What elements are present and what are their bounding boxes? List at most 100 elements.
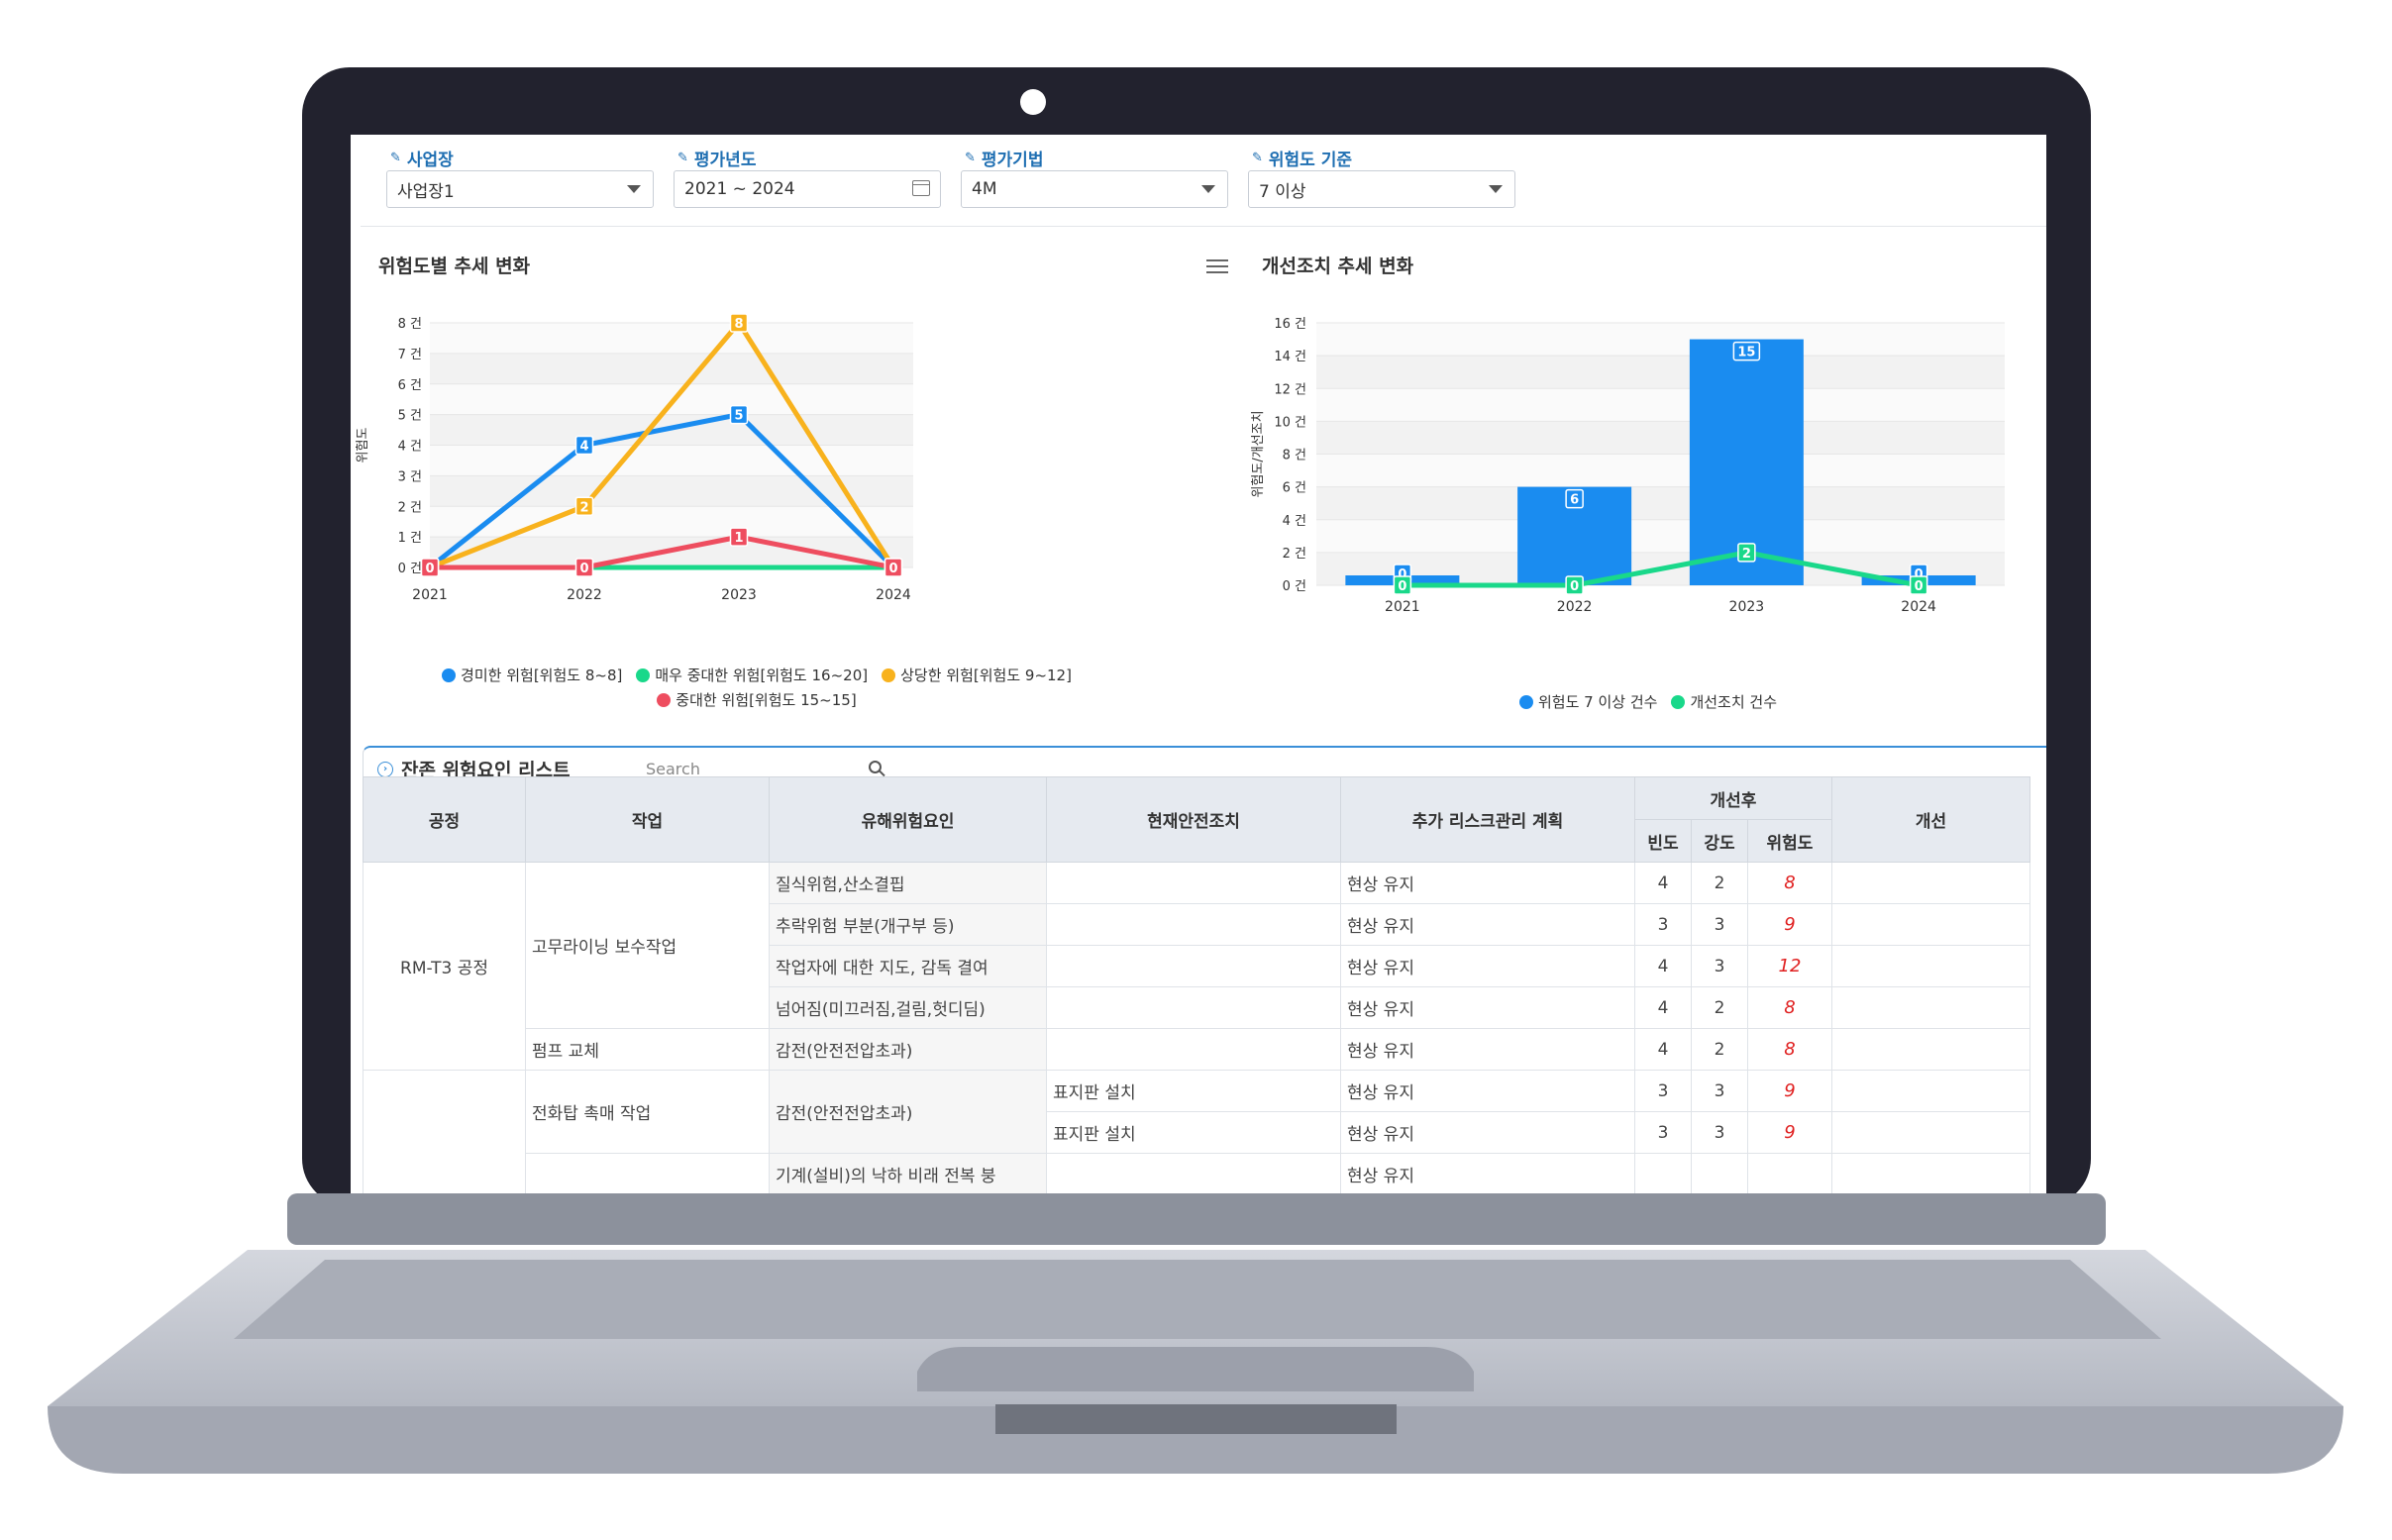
y-tick-label: 5 건 — [398, 409, 422, 424]
cell-improve — [1831, 903, 2030, 946]
cell-improve — [1831, 1028, 2030, 1071]
y-axis-label: 위험도/개선조치 — [1251, 410, 1266, 497]
chart-menu-icon[interactable] — [1206, 259, 1228, 275]
table-row[interactable]: 추락위험 부분(개구부 등) 현상 유지 3 3 9 — [364, 903, 2030, 946]
cell-plan: 현상 유지 — [1340, 945, 1635, 987]
edit-icon: ✎ — [1252, 150, 1263, 165]
cell-risk: 8 — [1747, 1028, 1832, 1071]
grid-band — [1316, 519, 2005, 553]
legend-item[interactable]: 매우 중대한 위험[위험도 16~20] — [636, 665, 868, 685]
table-row[interactable]: 넘어짐(미끄러짐,걸림,헛디딤) 현상 유지 4 2 8 — [364, 986, 2030, 1029]
cell-improve — [1831, 1111, 2030, 1154]
search-icon[interactable] — [869, 761, 882, 773]
legend-dot-icon — [1518, 694, 1533, 709]
data-label: 8 — [734, 317, 743, 332]
header-hazard[interactable]: 유해위험요인 — [769, 776, 1047, 863]
y-tick-label: 14 건 — [1274, 350, 1306, 364]
x-tick-label: 2024 — [876, 587, 911, 603]
cell-severity: 3 — [1691, 903, 1748, 946]
year-range-input[interactable]: 2021 ~ 2024 — [674, 170, 941, 208]
series-line-2 — [429, 320, 896, 570]
cell-current: 표지판 설치 — [1046, 1111, 1341, 1154]
cell-hazard: 감전(안전전압초과) — [769, 1028, 1047, 1071]
table-row[interactable]: 작업자에 대한 지도, 감독 결여 현상 유지 4 3 12 — [364, 945, 2030, 987]
bar-data-label-box — [1732, 341, 1761, 361]
grid-band — [1316, 421, 2005, 455]
chevron-down-icon — [1489, 185, 1503, 193]
legend-item[interactable]: 경미한 위험[위험도 8~8] — [442, 665, 622, 685]
legend-label: 중대한 위험[위험도 15~15] — [676, 691, 857, 709]
line-data-label-box — [1737, 543, 1756, 563]
legend-item[interactable]: 상당한 위험[위험도 9~12] — [882, 665, 1072, 685]
risk-level-select[interactable]: 7 이상 — [1248, 170, 1515, 208]
line-data-label: 0 — [1915, 579, 1924, 594]
cell-improve — [1831, 1070, 2030, 1112]
legend-dot-icon — [442, 667, 457, 682]
search-placeholder: Search — [646, 760, 700, 778]
cell-risk: 8 — [1747, 986, 1832, 1029]
y-tick-label: 10 건 — [1274, 415, 1306, 430]
legend-item[interactable]: 위험도 7 이상 건수 — [1518, 691, 1657, 712]
cell-frequency: 3 — [1634, 1111, 1692, 1154]
risk-trend-title: 위험도별 추세 변화 — [378, 256, 531, 277]
data-label: 0 — [425, 562, 434, 576]
cell-risk: 9 — [1747, 1111, 1832, 1154]
y-tick-label: 16 건 — [1274, 317, 1306, 332]
edit-icon: ✎ — [390, 150, 401, 165]
data-label-box — [420, 558, 440, 577]
bar-data-label: 15 — [1737, 346, 1755, 360]
cell-current: 표지판 설치 — [1046, 1070, 1341, 1112]
header-severity[interactable]: 강도 — [1691, 819, 1748, 863]
data-label: 2 — [579, 500, 588, 515]
header-after-improvement: 개선후 — [1634, 776, 1832, 820]
legend-label: 상당한 위험[위험도 9~12] — [900, 667, 1072, 684]
header-frequency[interactable]: 빈도 — [1634, 819, 1692, 863]
site-select[interactable]: 사업장1 — [386, 170, 654, 208]
method-select[interactable]: 4M — [961, 170, 1228, 208]
data-label-box — [729, 404, 749, 425]
header-current-safety[interactable]: 현재안전조치 — [1046, 776, 1341, 863]
table-row[interactable]: 펌프 교체 감전(안전전압초과) 현상 유지 4 2 8 — [364, 1028, 2030, 1071]
cell-plan: 현상 유지 — [1340, 986, 1635, 1029]
filter-site-label: 사업장 — [406, 150, 454, 170]
cell-severity — [1691, 1153, 1748, 1193]
y-tick-label: 2 건 — [398, 500, 422, 515]
header-improve[interactable]: 개선 — [1831, 776, 2030, 863]
risk-level-select-value: 7 이상 — [1259, 181, 1306, 202]
x-tick-label: 2023 — [1729, 599, 1765, 615]
header-process[interactable]: 공정 — [363, 776, 526, 863]
calendar-icon[interactable] — [912, 180, 930, 196]
laptop-bottom-edge — [48, 1406, 2343, 1474]
method-select-value: 4M — [972, 179, 997, 199]
cell-improve — [1831, 862, 2030, 904]
bar-data-label-box — [1565, 488, 1584, 509]
x-tick-label: 2022 — [567, 587, 602, 603]
legend-item[interactable]: 중대한 위험[위험도 15~15] — [657, 689, 857, 710]
x-tick-label: 2021 — [1385, 599, 1420, 615]
cell-process: RM-T3 공정 — [363, 862, 526, 1071]
laptop-notch — [995, 1404, 1397, 1434]
laptop-trackpad — [917, 1347, 1474, 1391]
y-tick-label: 8 건 — [1283, 449, 1306, 463]
legend-label: 매우 중대한 위험[위험도 16~20] — [655, 667, 869, 684]
data-label-box — [574, 435, 594, 456]
header-task[interactable]: 작업 — [525, 776, 770, 863]
filter-risk-level: ✎ 위험도 기준 — [1252, 148, 1352, 170]
cell-frequency: 4 — [1634, 1028, 1692, 1071]
residual-risk-table: 공정 작업 유해위험요인 현재안전조치 추가 리스크관리 계획 개선후 개선 빈… — [363, 776, 2030, 1193]
legend-dot-icon — [882, 667, 896, 682]
y-tick-label: 1 건 — [398, 531, 422, 546]
table-row[interactable]: 전화탑 촉매 작업 감전(안전전압초과) 표지판 설치 현상 유지 3 3 9 — [363, 1070, 2030, 1193]
legend-item[interactable]: 개선조치 건수 — [1671, 691, 1777, 712]
series-line-0 — [428, 412, 895, 569]
table-row[interactable]: 기계(설비)의 낙하 비래 전복 붕 현상 유지 — [364, 1153, 2030, 1193]
cell-improve — [1831, 945, 2030, 987]
table-row[interactable]: RM-T3 공정 고무라이닝 보수작업 질식위험,산소결핍 현상 유지 4 2 … — [363, 862, 2030, 1071]
header-plan[interactable]: 추가 리스크관리 계획 — [1340, 776, 1635, 863]
data-label-box — [884, 558, 903, 577]
header-risk[interactable]: 위험도 — [1747, 819, 1832, 863]
edit-icon: ✎ — [677, 150, 688, 165]
legend-dot-icon — [1671, 694, 1686, 709]
cell-severity: 3 — [1691, 1070, 1748, 1112]
